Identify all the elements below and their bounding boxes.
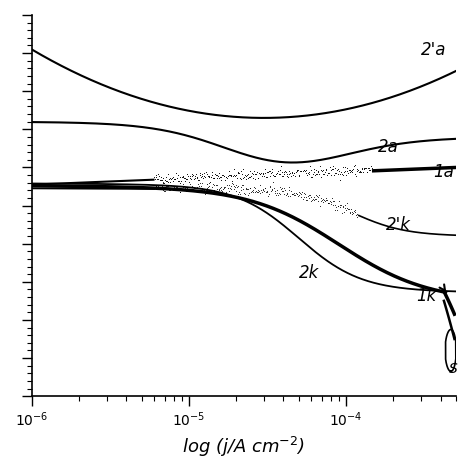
Text: 2k: 2k	[299, 264, 319, 282]
Text: 2a: 2a	[378, 138, 399, 156]
Text: S: S	[449, 362, 458, 376]
Text: 2'a: 2'a	[421, 41, 447, 59]
Text: 1k: 1k	[416, 287, 437, 305]
Text: 1a: 1a	[433, 163, 454, 181]
Text: 2'k: 2'k	[386, 216, 411, 234]
X-axis label: log ($j$/A cm$^{-2}$): log ($j$/A cm$^{-2}$)	[182, 435, 305, 459]
